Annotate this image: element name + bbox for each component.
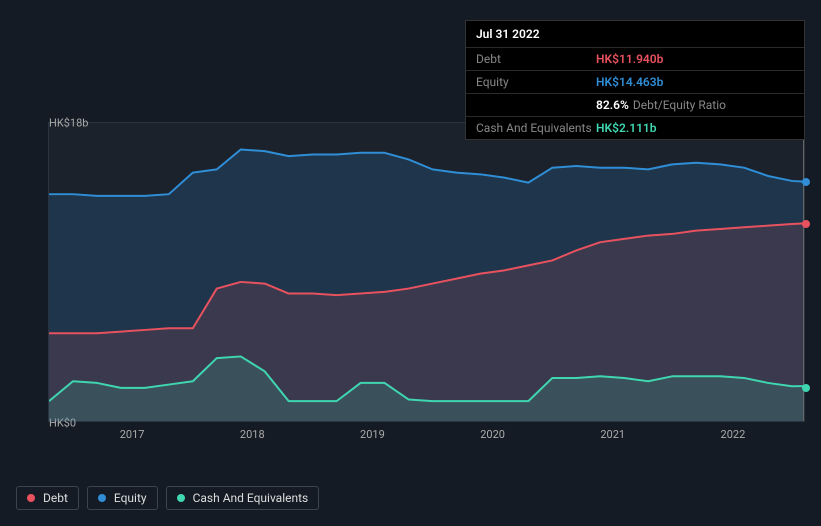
tooltip-row-label: Debt — [476, 52, 596, 66]
legend-dot — [98, 494, 106, 502]
legend-label: Equity — [114, 491, 147, 505]
x-axis: 2017 2018 2019 2020 2021 2022 — [48, 422, 805, 446]
legend-item-debt[interactable]: Debt — [16, 486, 79, 510]
chart-svg — [49, 123, 804, 421]
x-axis-tick: 2017 — [120, 428, 145, 441]
tooltip-row-value: 82.6%Debt/Equity Ratio — [596, 98, 726, 112]
series-end-marker — [802, 178, 810, 186]
tooltip-row: EquityHK$14.463b — [466, 70, 804, 93]
legend-item-equity[interactable]: Equity — [87, 486, 158, 510]
tooltip-row-label: Equity — [476, 75, 596, 89]
chart-plot-area[interactable]: HK$18b HK$0 — [48, 122, 805, 422]
tooltip-row: DebtHK$11.940b — [466, 47, 804, 70]
x-axis-tick: 2018 — [240, 428, 265, 441]
tooltip-row-value: HK$11.940b — [596, 52, 663, 66]
legend-label: Cash And Equivalents — [193, 491, 309, 505]
x-axis-tick: 2019 — [360, 428, 385, 441]
x-axis-tick: 2022 — [721, 428, 746, 441]
tooltip-row-value: HK$2.111b — [596, 121, 657, 135]
tooltip-row: Cash And EquivalentsHK$2.111b — [466, 116, 804, 139]
chart-tooltip: Jul 31 2022 DebtHK$11.940bEquityHK$14.46… — [465, 20, 805, 140]
debt-equity-chart: HK$18b HK$0 2017 2018 2019 2020 2021 2022 — [16, 122, 805, 446]
legend-item-cash-and-equivalents[interactable]: Cash And Equivalents — [166, 486, 320, 510]
tooltip-row-label — [476, 98, 596, 112]
legend-dot — [27, 494, 35, 502]
x-axis-tick: 2021 — [600, 428, 625, 441]
tooltip-row: 82.6%Debt/Equity Ratio — [466, 93, 804, 116]
series-end-marker — [802, 220, 810, 228]
series-end-marker — [802, 384, 810, 392]
chart-cursor-line — [803, 123, 804, 421]
tooltip-row-label: Cash And Equivalents — [476, 121, 596, 135]
chart-legend: Debt Equity Cash And Equivalents — [16, 486, 319, 510]
legend-label: Debt — [43, 491, 68, 505]
tooltip-date: Jul 31 2022 — [466, 21, 804, 47]
tooltip-row-value: HK$14.463b — [596, 75, 663, 89]
tooltip-row-suffix: Debt/Equity Ratio — [633, 98, 726, 112]
legend-dot — [177, 494, 185, 502]
x-axis-tick: 2020 — [480, 428, 505, 441]
